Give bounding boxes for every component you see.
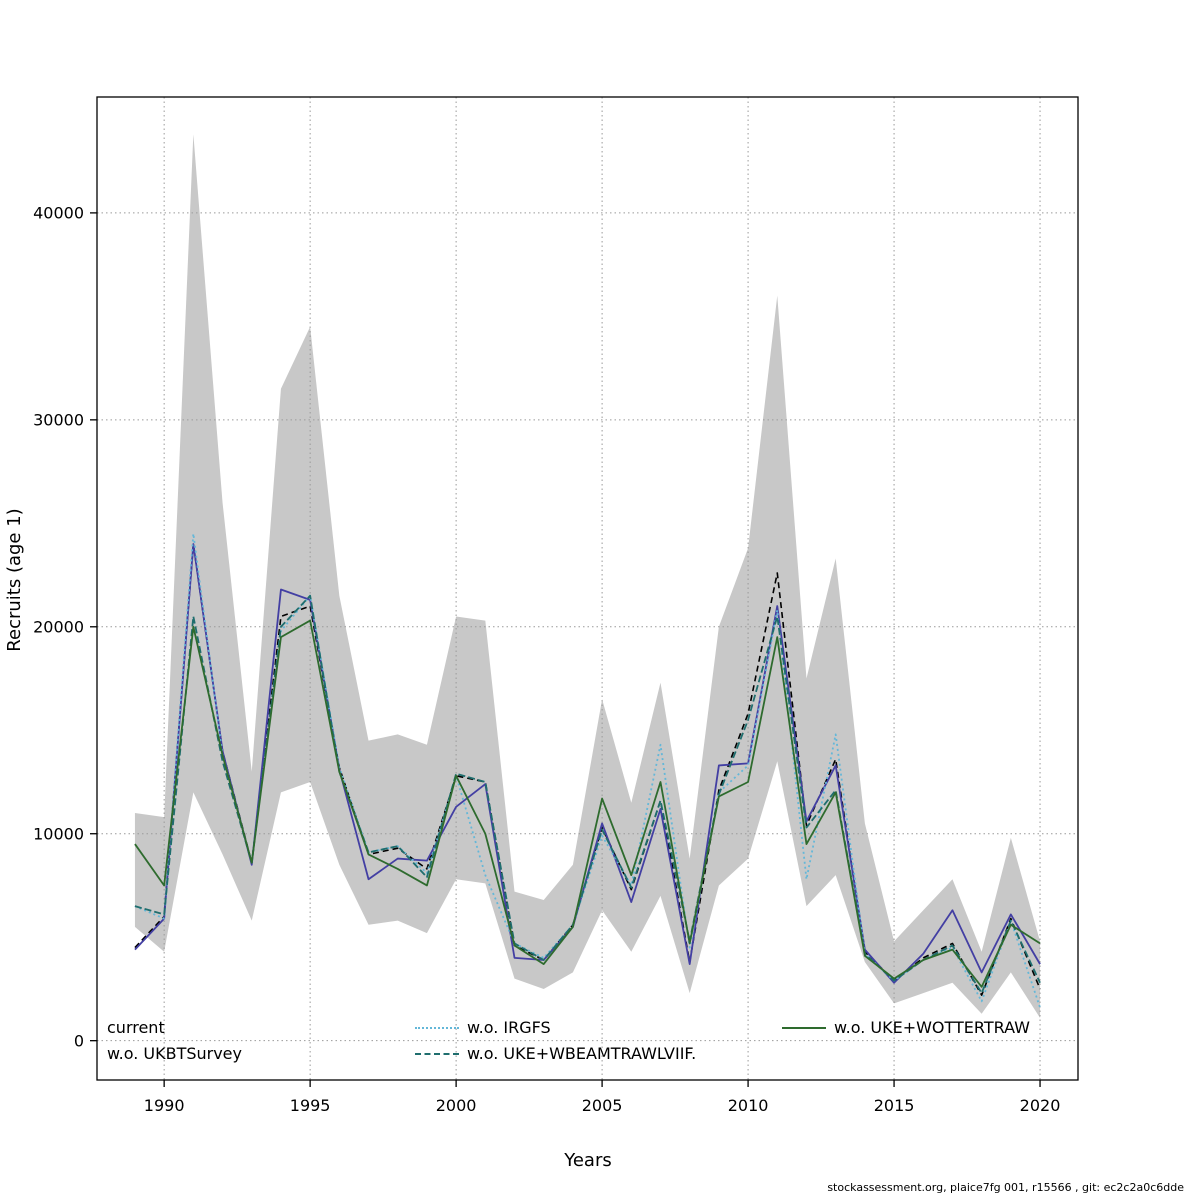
x-tick-label: 1990 (143, 1096, 185, 1115)
x-tick-label: 2015 (873, 1096, 915, 1115)
legend-item: w.o. UKE+WOTTERTRAW (782, 1018, 1030, 1037)
legend-item: w.o. IRGFS (415, 1018, 551, 1037)
confidence-band (134, 134, 1041, 1018)
y-tick-label: 10000 (33, 824, 84, 844)
legend-label: current (107, 1018, 165, 1037)
series-line-w-o-uke-wottertraw (134, 619, 1041, 988)
legend-line-sample (415, 1026, 459, 1029)
footer-citation: stockassessment.org, plaice7fg 001, r155… (827, 1181, 1184, 1194)
y-tick-label: 20000 (33, 617, 84, 637)
legend-label: w.o. IRGFS (467, 1018, 551, 1037)
legend-item: w.o. UKBTSurvey (107, 1044, 242, 1063)
x-tick-label: 1995 (289, 1096, 331, 1115)
legend-item: current (107, 1018, 165, 1037)
x-tick-label: 2010 (727, 1096, 769, 1115)
legend-label: w.o. UKBTSurvey (107, 1044, 242, 1063)
y-tick-label: 40000 (33, 203, 84, 223)
y-tick-label: 0 (73, 1031, 84, 1051)
x-tick-label: 2000 (435, 1096, 477, 1115)
x-axis-label: Years (564, 1150, 612, 1171)
x-tick-label: 2005 (581, 1096, 623, 1115)
x-tick-label: 2020 (1019, 1096, 1061, 1115)
legend-label: w.o. UKE+WOTTERTRAW (834, 1018, 1030, 1037)
plot-frame (96, 96, 1079, 1081)
legend-line-sample (415, 1052, 459, 1055)
legend-line-sample (782, 1026, 826, 1029)
y-tick-label: 30000 (33, 410, 84, 430)
series-line-w-o-uke-wbeamtrawlviif- (134, 594, 1041, 994)
legend-label: w.o. UKE+WBEAMTRAWLVIIF. (467, 1044, 697, 1063)
legend-item: w.o. UKE+WBEAMTRAWLVIIF. (415, 1044, 696, 1063)
y-axis-label: Recruits (age 1) (4, 508, 25, 652)
